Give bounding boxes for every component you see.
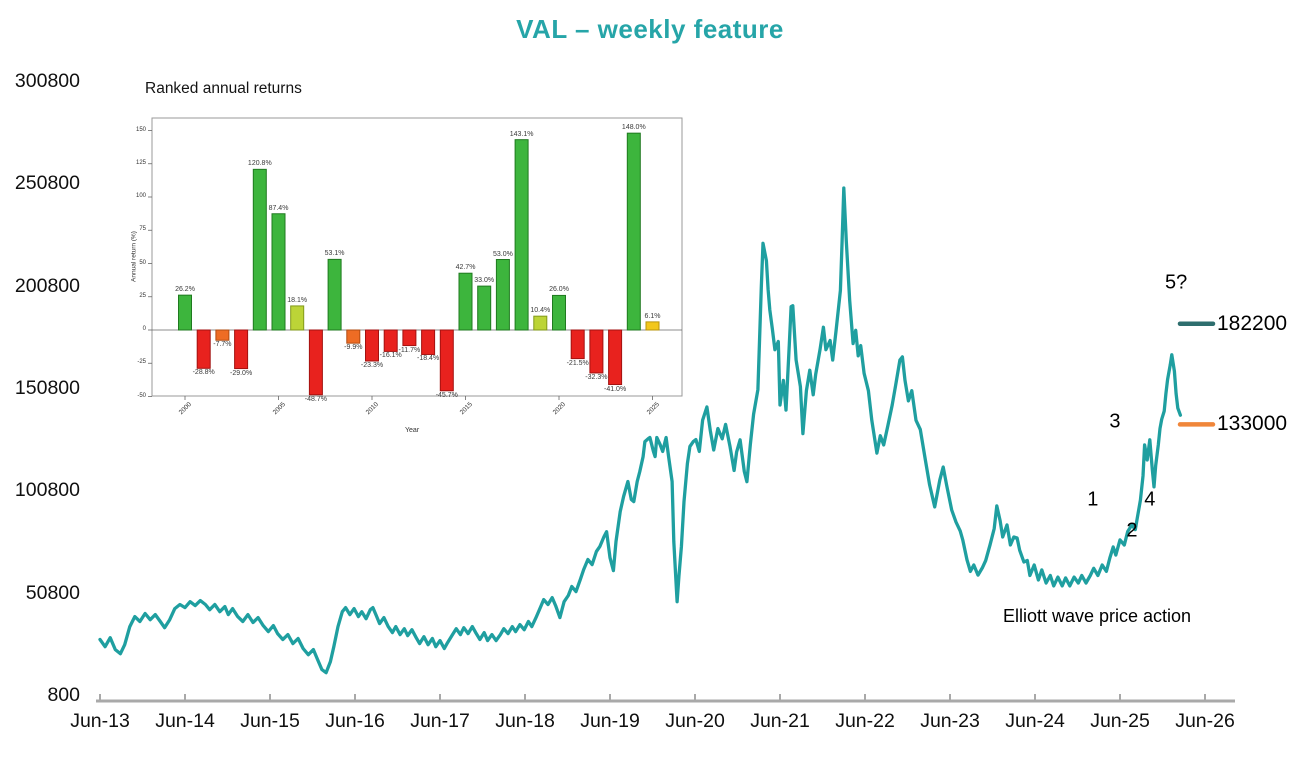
inset-y-axis-label: 125: [135, 159, 146, 166]
inset-bar-value-label: 6.1%: [644, 312, 661, 320]
inset-bar-value-label: -32.3%: [585, 373, 608, 381]
y-axis-label: 50800: [25, 581, 80, 604]
inset-bar-2005: [271, 213, 286, 331]
x-axis-label: Jun-18: [495, 710, 555, 732]
inset-bar-2018: [514, 139, 529, 331]
inset-bar-2004: [252, 168, 267, 331]
inset-y-axis-label: 100: [135, 193, 146, 199]
inset-bar-2007: [308, 329, 323, 396]
wave-label-3: 3: [1109, 410, 1121, 433]
inset-bar-2001: [196, 329, 211, 369]
wave-label-5: 5?: [1164, 271, 1188, 294]
inset-bar-value-label: -7.7%: [213, 341, 232, 349]
inset-bar-value-label: -29.0%: [230, 369, 253, 377]
inset-y-axis-label: 0: [142, 326, 146, 332]
y-axis-label: 200800: [14, 274, 80, 297]
inset-bar-value-label: 10.4%: [530, 307, 551, 315]
x-axis-label: Jun-24: [1005, 710, 1065, 732]
x-axis-label: Jun-17: [410, 710, 470, 732]
price-level-label-182200: 182200: [1217, 311, 1288, 335]
inset-bar-value-label: -23.3%: [360, 361, 384, 369]
y-axis-label: 800: [47, 684, 80, 706]
price-line: [98, 186, 1183, 675]
inset-bar-value-label: -21.5%: [566, 359, 589, 367]
inset-bar-2025: [645, 321, 660, 331]
price-level-label-133000: 133000: [1217, 412, 1288, 436]
x-axis-label: Jun-16: [325, 710, 385, 732]
y-axis-label: 300800: [14, 70, 80, 92]
inset-bar-2021: [570, 329, 585, 360]
elliott-caption: Elliott wave price action: [1002, 606, 1192, 626]
inset-y-axis-label: 150: [135, 126, 146, 133]
y-axis-label: 100800: [14, 479, 80, 502]
y-axis-label: 250800: [14, 172, 80, 195]
inset-bar-value-label: 42.7%: [455, 264, 476, 272]
inset-bar-2023: [608, 329, 623, 386]
inset-y-axis-label: 75: [139, 226, 146, 233]
inset-bar-2020: [552, 294, 566, 331]
inset-bar-2024: [626, 132, 641, 331]
page-title: VAL – weekly feature: [516, 14, 784, 44]
x-axis-label: Jun-13: [70, 710, 130, 732]
inset-bar-2013: [421, 329, 436, 355]
inset-bar-value-label: -28.8%: [192, 369, 215, 377]
inset-bar-2008: [327, 258, 342, 331]
y-axis-label: 150800: [14, 377, 80, 399]
inset-bar-2011: [383, 329, 398, 352]
x-axis-label: Jun-21: [750, 710, 810, 732]
inset-bar-2017: [495, 259, 510, 331]
inset-bar-2022: [589, 329, 604, 374]
inset-bar-value-label: 26.2%: [175, 286, 195, 294]
inset-bar-2019: [533, 315, 548, 331]
inset-bar-value-label: 143.1%: [509, 130, 534, 138]
wave-label-4: 4: [1144, 488, 1156, 511]
inset-bar-2015: [458, 272, 473, 331]
x-axis-label: Jun-25: [1090, 710, 1150, 732]
inset-bar-value-label: -41.0%: [604, 385, 627, 393]
inset-bar-2012: [402, 329, 417, 347]
inset-y-axis-title: Annual return (%): [130, 231, 138, 282]
inset-bar-value-label: -16.1%: [379, 352, 402, 360]
x-axis-label: Jun-22: [835, 710, 895, 732]
inset-y-axis-label: 25: [139, 292, 146, 299]
x-axis-label: Jun-20: [665, 710, 725, 732]
x-axis-label: Jun-15: [240, 710, 300, 732]
inset-bar-value-label: 120.8%: [247, 160, 272, 168]
inset-bar-value-label: -45.7%: [435, 391, 458, 399]
inset-y-axis-label: -25: [137, 359, 146, 366]
inset-bar-2002: [215, 329, 230, 341]
inset-bar-value-label: 18.1%: [287, 296, 308, 304]
inset-bar-2000: [178, 294, 192, 331]
inset-bar-value-label: 148.0%: [621, 124, 646, 132]
inset-title: Ranked annual returns: [145, 80, 302, 97]
inset-bar-2016: [477, 285, 492, 331]
inset-bar-value-label: -18.4%: [417, 355, 440, 363]
inset-bar-value-label: 33.0%: [474, 277, 495, 285]
wave-label-2: 2: [1126, 519, 1138, 542]
inset-y-axis-label: -50: [137, 392, 146, 399]
inset-bar-value-label: -11.7%: [398, 346, 421, 354]
inset-bar-value-label: 53.1%: [324, 250, 345, 258]
inset-bar-2010: [365, 329, 379, 362]
wave-label-1: 1: [1087, 488, 1099, 511]
x-axis-label: Jun-23: [920, 710, 980, 732]
inset-bar-2009: [346, 329, 361, 344]
inset-bar-2003: [234, 329, 249, 370]
inset-bar-2014: [439, 329, 454, 392]
x-axis-label: Jun-26: [1175, 710, 1235, 732]
inset-y-axis-label: 50: [139, 259, 146, 266]
inset-bar-value-label: 26.0%: [549, 286, 569, 294]
inset-bar-value-label: -9.9%: [344, 344, 363, 352]
x-axis-label: Jun-14: [155, 710, 215, 732]
inset-bar-value-label: 87.4%: [268, 204, 289, 212]
inset-bar-value-label: 53.0%: [492, 250, 513, 258]
inset-bar-2006: [290, 305, 305, 331]
inset-x-axis-title: Year: [405, 427, 420, 434]
x-axis-label: Jun-19: [580, 710, 640, 732]
inset-bar-value-label: -48.7%: [304, 395, 327, 403]
